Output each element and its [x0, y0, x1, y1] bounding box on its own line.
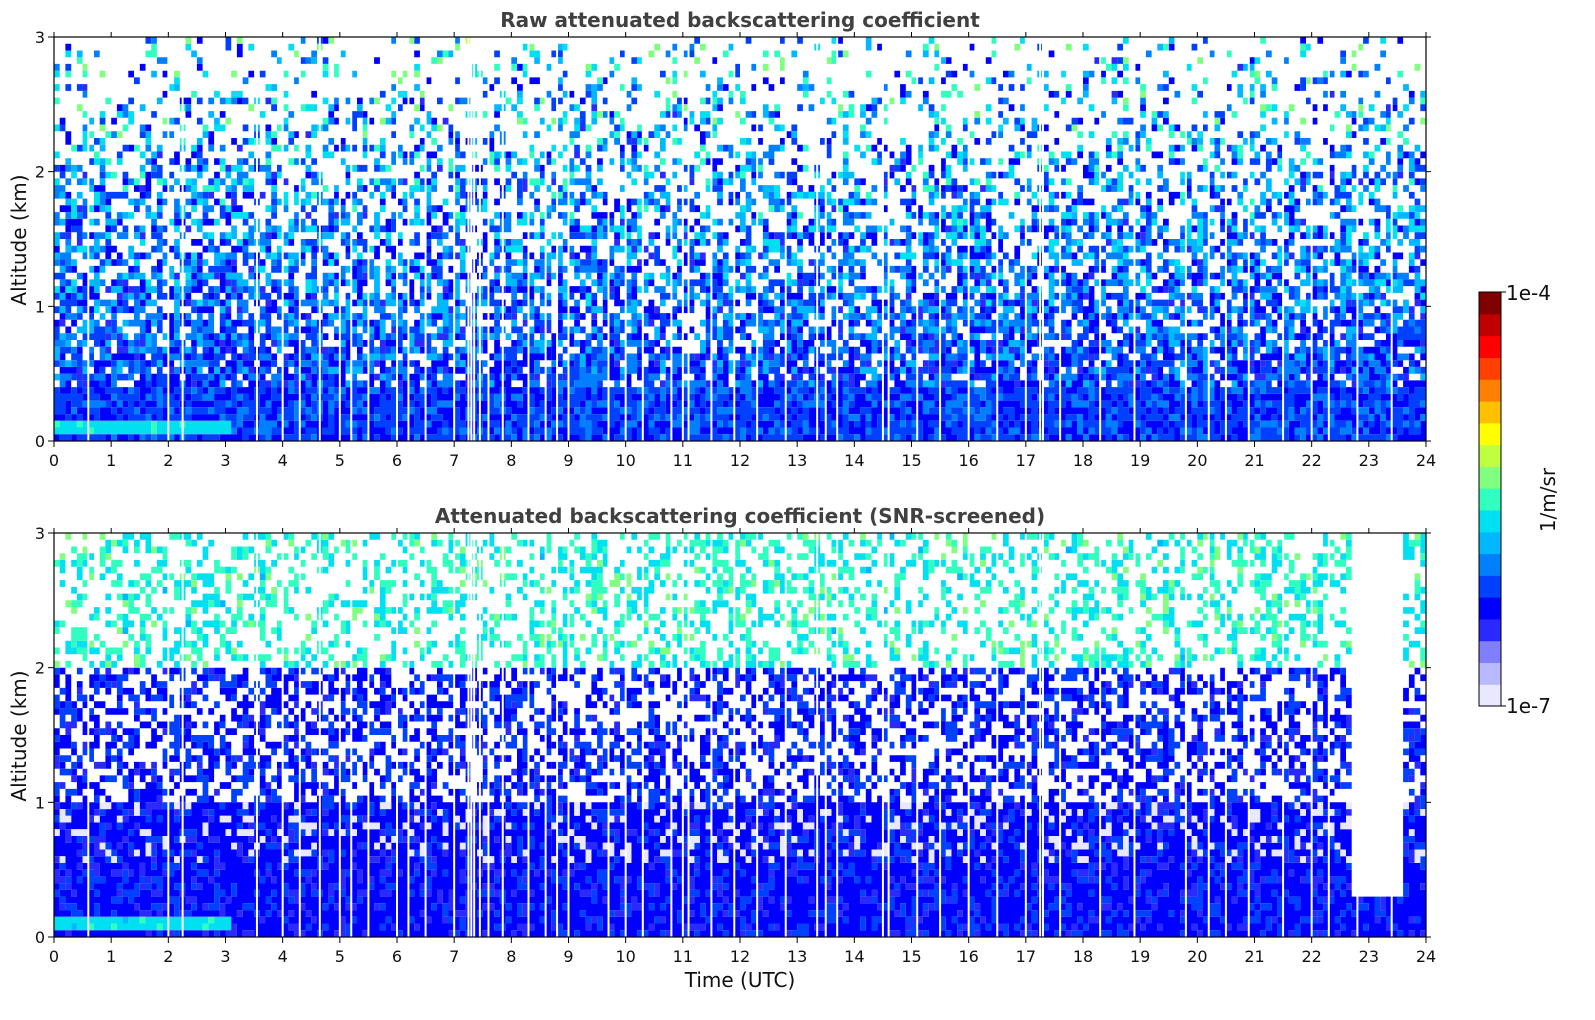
x-tick-label: 10 — [615, 947, 635, 966]
x-tick-label: 4 — [278, 947, 288, 966]
y-tick-label: 0 — [35, 432, 45, 451]
colorbar-swatch — [1479, 400, 1501, 424]
x-tick-label: 2 — [163, 947, 173, 966]
x-tick-label: 24 — [1416, 451, 1436, 470]
x-tick-label: 15 — [901, 451, 921, 470]
colorbar-swatch — [1479, 597, 1501, 620]
x-tick-label: 13 — [787, 451, 807, 470]
x-tick-label: 12 — [730, 451, 750, 470]
x-tick-label: 9 — [563, 451, 573, 470]
x-tick-label: 3 — [220, 451, 230, 470]
y-tick-label: 3 — [35, 28, 45, 47]
heatmap-color-cells — [54, 667, 1426, 937]
x-tick-label: 17 — [1016, 451, 1036, 470]
x-tick-label: 18 — [1073, 451, 1093, 470]
y-tick-label: 3 — [35, 524, 45, 543]
x-tick-label: 18 — [1073, 947, 1093, 966]
x-tick-label: 19 — [1130, 451, 1150, 470]
x-tick-label: 11 — [673, 451, 693, 470]
x-tick-label: 14 — [844, 947, 864, 966]
colorbar-swatch — [1479, 640, 1501, 664]
heatmap-color-cells — [54, 533, 1426, 931]
y-tick-label: 2 — [35, 163, 45, 182]
x-tick-label: 20 — [1187, 947, 1207, 966]
x-tick-label: 23 — [1359, 947, 1379, 966]
colorbar-swatch — [1479, 357, 1501, 380]
x-tick-label: 1 — [106, 451, 116, 470]
x-tick-label: 2 — [163, 451, 173, 470]
x-tick-label: 19 — [1130, 947, 1150, 966]
heatmap-color-cells — [54, 802, 1426, 863]
colorbar-swatch — [1479, 684, 1501, 707]
x-tick-label: 11 — [673, 947, 693, 966]
x-tick-label: 0 — [49, 451, 59, 470]
x-tick-label: 0 — [49, 947, 59, 966]
x-tick-label: 15 — [901, 947, 921, 966]
x-tick-label: 8 — [506, 451, 516, 470]
y-tick-label: 1 — [35, 297, 45, 316]
colorbar-swatch — [1479, 292, 1501, 315]
x-tick-label: 14 — [844, 451, 864, 470]
x-tick-label: 13 — [787, 947, 807, 966]
x-tick-label: 16 — [958, 451, 978, 470]
bottom-panel-xlabel: Time (UTC) — [684, 968, 796, 992]
x-tick-label: 23 — [1359, 451, 1379, 470]
x-tick-label: 12 — [730, 947, 750, 966]
x-tick-label: 3 — [220, 947, 230, 966]
colorbar-frame — [1478, 291, 1502, 707]
x-tick-label: 6 — [392, 451, 402, 470]
colorbar-swatch — [1479, 444, 1501, 467]
colorbar-swatch — [1479, 422, 1501, 446]
bottom-heatmap-panel: 0 1 2 3 4 5 6 7 8 9 10 11 12 13 14 15 16 17 18 19 20 21 22 23 24… — [35, 524, 1436, 966]
x-tick-label: 24 — [1416, 947, 1436, 966]
colorbar-swatch — [1479, 488, 1501, 511]
heatmap-cells — [54, 37, 1426, 441]
colorbar-swatch — [1479, 618, 1501, 642]
colorbar-min-label: 1e-7 — [1506, 694, 1551, 718]
bottom-panel-title: Attenuated backscattering coefficient (S… — [434, 504, 1046, 528]
x-tick-label: 22 — [1301, 451, 1321, 470]
colorbar-swatch — [1479, 466, 1501, 489]
y-tick-label: 2 — [35, 659, 45, 678]
x-tick-label: 7 — [449, 451, 459, 470]
colorbar-swatch — [1479, 509, 1501, 533]
x-tick-label: 21 — [1244, 451, 1264, 470]
y-tick-label: 0 — [35, 928, 45, 947]
heatmap-cells — [54, 533, 1426, 937]
colorbar-swatch — [1479, 379, 1501, 402]
colorbar — [1478, 291, 1506, 707]
y-tick-label: 1 — [35, 793, 45, 812]
x-tick-label: 5 — [335, 947, 345, 966]
x-tick-label: 7 — [449, 947, 459, 966]
colorbar-swatch — [1479, 662, 1501, 685]
x-tick-label: 6 — [392, 947, 402, 966]
x-tick-label: 17 — [1016, 947, 1036, 966]
colorbar-label: 1/m/sr — [1536, 467, 1560, 533]
x-tick-label: 5 — [335, 451, 345, 470]
top-heatmap-panel: 0 1 2 3 4 5 6 7 8 9 10 11 12 13 14 15 16 17 18 19 20 21 22 23 24… — [35, 28, 1436, 470]
colorbar-swatch — [1479, 531, 1501, 555]
x-tick-label: 9 — [563, 947, 573, 966]
colorbar-swatch — [1479, 575, 1501, 598]
x-tick-label: 10 — [615, 451, 635, 470]
heatmap-color-cells — [54, 533, 1426, 668]
x-tick-label: 20 — [1187, 451, 1207, 470]
x-tick-label: 1 — [106, 947, 116, 966]
colorbar-max-label: 1e-4 — [1506, 281, 1551, 305]
x-tick-label: 16 — [958, 947, 978, 966]
x-tick-label: 8 — [506, 947, 516, 966]
colorbar-swatch — [1479, 313, 1501, 337]
x-tick-label: 4 — [278, 451, 288, 470]
top-panel-title: Raw attenuated backscattering coefficien… — [500, 8, 980, 32]
colorbar-swatch — [1479, 335, 1501, 358]
colorbar-swatch — [1479, 553, 1501, 576]
x-tick-label: 21 — [1244, 947, 1264, 966]
heatmap-color-cells — [54, 37, 1426, 435]
x-tick-label: 22 — [1301, 947, 1321, 966]
